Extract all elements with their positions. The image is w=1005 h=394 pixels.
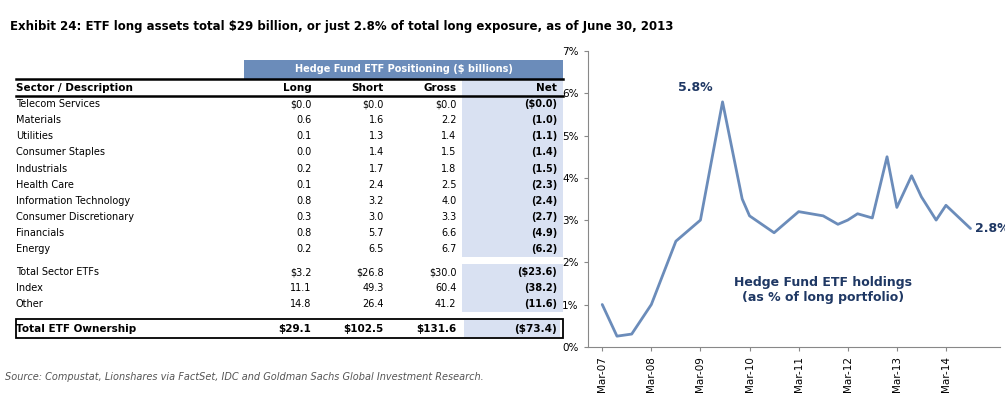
FancyBboxPatch shape <box>462 145 563 160</box>
Text: 6.7: 6.7 <box>441 244 456 254</box>
Text: Exhibit 24: ETF long assets total $29 billion, or just 2.8% of total long exposu: Exhibit 24: ETF long assets total $29 bi… <box>10 20 673 33</box>
Text: (1.4): (1.4) <box>531 147 557 158</box>
Text: (6.2): (6.2) <box>531 244 557 254</box>
Text: Energy: Energy <box>16 244 50 254</box>
Text: 5.7: 5.7 <box>369 228 384 238</box>
Text: $29.1: $29.1 <box>278 323 312 334</box>
Text: Long: Long <box>282 82 312 93</box>
Text: 60.4: 60.4 <box>435 283 456 293</box>
Text: Gross: Gross <box>423 82 456 93</box>
Text: 3.0: 3.0 <box>369 212 384 222</box>
Text: $102.5: $102.5 <box>344 323 384 334</box>
Text: Financials: Financials <box>16 228 63 238</box>
Text: Utilities: Utilities <box>16 132 52 141</box>
Text: 14.8: 14.8 <box>290 299 312 309</box>
Text: 2.8%: 2.8% <box>976 222 1005 235</box>
Text: 0.6: 0.6 <box>296 115 312 125</box>
Text: (1.5): (1.5) <box>531 164 557 173</box>
Text: $30.0: $30.0 <box>429 267 456 277</box>
Text: $26.8: $26.8 <box>357 267 384 277</box>
Text: Hedge Fund ETF holdings
(as % of long portfolio): Hedge Fund ETF holdings (as % of long po… <box>735 276 913 304</box>
Text: Information Technology: Information Technology <box>16 195 130 206</box>
Text: 2.5: 2.5 <box>441 180 456 190</box>
Text: 3.3: 3.3 <box>441 212 456 222</box>
Text: (2.4): (2.4) <box>531 195 557 206</box>
FancyBboxPatch shape <box>462 193 563 209</box>
FancyBboxPatch shape <box>462 112 563 128</box>
Text: Industrials: Industrials <box>16 164 66 173</box>
Text: Total ETF Ownership: Total ETF Ownership <box>16 323 136 334</box>
Text: 6.5: 6.5 <box>369 244 384 254</box>
Text: 11.1: 11.1 <box>290 283 312 293</box>
Text: 0.1: 0.1 <box>296 180 312 190</box>
Text: ($73.4): ($73.4) <box>515 323 557 334</box>
Text: $3.2: $3.2 <box>289 267 312 277</box>
Text: Health Care: Health Care <box>16 180 73 190</box>
Text: 0.8: 0.8 <box>296 195 312 206</box>
Text: Index: Index <box>16 283 42 293</box>
Text: 5.8%: 5.8% <box>678 81 713 94</box>
FancyBboxPatch shape <box>462 209 563 225</box>
Text: 6.6: 6.6 <box>441 228 456 238</box>
Text: 0.2: 0.2 <box>296 244 312 254</box>
Text: $0.0: $0.0 <box>435 99 456 110</box>
Text: 0.1: 0.1 <box>296 132 312 141</box>
Text: 49.3: 49.3 <box>363 283 384 293</box>
FancyBboxPatch shape <box>462 241 563 257</box>
FancyBboxPatch shape <box>462 225 563 241</box>
Text: $0.0: $0.0 <box>290 99 312 110</box>
FancyBboxPatch shape <box>16 320 563 338</box>
FancyBboxPatch shape <box>462 177 563 193</box>
Text: (2.3): (2.3) <box>531 180 557 190</box>
Text: 2.2: 2.2 <box>441 115 456 125</box>
Text: Short: Short <box>352 82 384 93</box>
Text: Hedge Fund ETF Positioning ($ billions): Hedge Fund ETF Positioning ($ billions) <box>294 64 513 74</box>
Text: ($23.6): ($23.6) <box>518 267 557 277</box>
Text: Net: Net <box>536 82 557 93</box>
FancyBboxPatch shape <box>462 128 563 145</box>
Text: (11.6): (11.6) <box>524 299 557 309</box>
Text: 4.0: 4.0 <box>441 195 456 206</box>
Text: 26.4: 26.4 <box>363 299 384 309</box>
Text: 3.2: 3.2 <box>369 195 384 206</box>
Text: 0.0: 0.0 <box>296 147 312 158</box>
Text: 1.4: 1.4 <box>369 147 384 158</box>
FancyBboxPatch shape <box>244 60 563 79</box>
Text: (2.7): (2.7) <box>531 212 557 222</box>
Text: (1.1): (1.1) <box>531 132 557 141</box>
Text: Sector / Description: Sector / Description <box>16 82 133 93</box>
Text: 1.8: 1.8 <box>441 164 456 173</box>
Text: 0.2: 0.2 <box>296 164 312 173</box>
Text: 0.3: 0.3 <box>296 212 312 222</box>
Text: ($0.0): ($0.0) <box>524 99 557 110</box>
Text: (4.9): (4.9) <box>531 228 557 238</box>
Text: $0.0: $0.0 <box>363 99 384 110</box>
Text: Telecom Services: Telecom Services <box>16 99 99 110</box>
Text: Materials: Materials <box>16 115 60 125</box>
FancyBboxPatch shape <box>462 79 563 96</box>
Text: Consumer Discretionary: Consumer Discretionary <box>16 212 134 222</box>
FancyBboxPatch shape <box>462 264 563 280</box>
Text: 1.3: 1.3 <box>369 132 384 141</box>
Text: 41.2: 41.2 <box>435 299 456 309</box>
Text: (38.2): (38.2) <box>524 283 557 293</box>
Text: 1.6: 1.6 <box>369 115 384 125</box>
Text: $131.6: $131.6 <box>416 323 456 334</box>
FancyBboxPatch shape <box>462 160 563 177</box>
Text: Total Sector ETFs: Total Sector ETFs <box>16 267 98 277</box>
FancyBboxPatch shape <box>462 280 563 296</box>
Text: Other: Other <box>16 299 43 309</box>
Text: Source: Compustat, Lionshares via FactSet, IDC and Goldman Sachs Global Investme: Source: Compustat, Lionshares via FactSe… <box>5 372 483 382</box>
FancyBboxPatch shape <box>462 296 563 312</box>
Text: 0.8: 0.8 <box>296 228 312 238</box>
Text: Consumer Staples: Consumer Staples <box>16 147 105 158</box>
FancyBboxPatch shape <box>464 320 560 337</box>
Text: 1.5: 1.5 <box>441 147 456 158</box>
Text: 1.4: 1.4 <box>441 132 456 141</box>
FancyBboxPatch shape <box>462 96 563 112</box>
Text: 2.4: 2.4 <box>369 180 384 190</box>
Text: (1.0): (1.0) <box>531 115 557 125</box>
Text: 1.7: 1.7 <box>369 164 384 173</box>
